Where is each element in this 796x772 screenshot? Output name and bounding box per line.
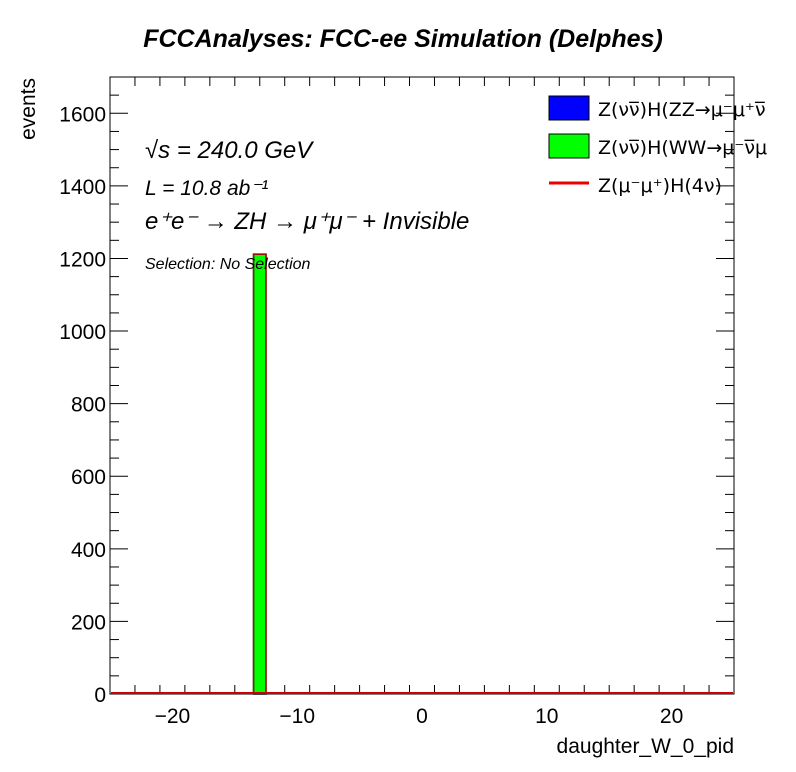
y-tick-label: 600 xyxy=(71,466,106,489)
y-tick-label: 1600 xyxy=(59,103,106,126)
y-tick-label: 0 xyxy=(94,684,106,707)
selection-annotation: Selection: No Selection xyxy=(145,256,311,273)
y-axis-label: events xyxy=(17,78,40,140)
x-axis-ticks: −20 −10 0 10 20 xyxy=(109,77,735,728)
histogram-bar-outline xyxy=(252,253,267,694)
legend-label-4nu: Z(μ⁻μ⁺)H(4ν) xyxy=(598,175,722,197)
histogram-bar xyxy=(252,253,267,695)
x-tick-label: 10 xyxy=(535,705,558,728)
x-tick-label: 20 xyxy=(660,705,683,728)
legend-swatch-zz xyxy=(548,95,590,121)
y-axis-ticks: 0 200 400 600 800 1000 1200 1400 1600 xyxy=(59,76,734,707)
chart-title: FCCAnalyses: FCC-ee Simulation (Delphes) xyxy=(143,25,663,53)
luminosity-annotation: L = 10.8 ab⁻¹ xyxy=(145,177,268,200)
y-tick-label: 1200 xyxy=(59,248,106,271)
histogram-bars xyxy=(252,253,267,695)
y-tick-label: 200 xyxy=(71,611,106,634)
y-tick-label: 1000 xyxy=(59,321,106,344)
legend-label-zz: Z(νν̅)H(ZZ→μ⁻μ⁺ν̅ xyxy=(598,99,766,121)
y-tick-label: 800 xyxy=(71,394,106,417)
process-annotation: e⁺e⁻ → ZH → μ⁺μ⁻ + Invisible xyxy=(145,208,469,235)
x-axis-label: daughter_W_0_pid xyxy=(557,735,734,758)
x-tick-label: 0 xyxy=(416,705,428,728)
legend: Z(νν̅)H(ZZ→μ⁻μ⁺ν̅ Z(νν̅)H(WW→μ⁻ν̅μ Z(μ⁻μ… xyxy=(548,95,767,197)
x-tick-label: −10 xyxy=(279,705,315,728)
x-tick-label: −20 xyxy=(155,705,191,728)
plot-frame xyxy=(109,76,735,695)
legend-label-ww: Z(νν̅)H(WW→μ⁻ν̅μ xyxy=(598,137,767,159)
y-tick-label: 400 xyxy=(71,539,106,562)
y-tick-label: 1400 xyxy=(59,176,106,199)
legend-swatch-ww xyxy=(548,133,590,159)
sqrt-s-annotation: √s = 240.0 GeV xyxy=(145,137,314,164)
